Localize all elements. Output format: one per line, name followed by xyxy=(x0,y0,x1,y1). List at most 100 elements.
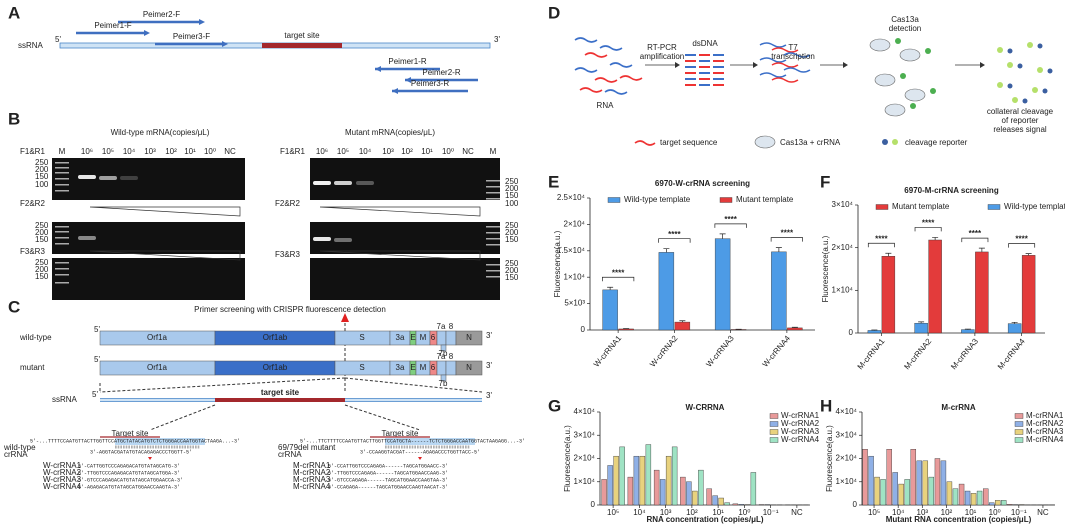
label: 5'-...TTCTTTTCCAATGTTACTTGGTTCCATGCTA---… xyxy=(300,438,525,444)
label: 8 xyxy=(449,352,454,361)
label: 1×10⁴ xyxy=(836,477,858,486)
label: 10⁵ xyxy=(868,508,880,517)
label: 7b xyxy=(439,349,448,358)
legend-swatch xyxy=(1014,421,1024,427)
bar xyxy=(867,330,882,334)
label: 150 xyxy=(35,272,49,281)
sig-bracket xyxy=(658,238,691,243)
label: W-crRNA1 xyxy=(43,461,82,470)
label: Peimer2-R xyxy=(422,68,460,77)
primer-head xyxy=(375,66,381,72)
dilution-wedge xyxy=(89,206,241,217)
bar xyxy=(922,460,929,506)
cas13a xyxy=(874,73,896,87)
signal xyxy=(1037,67,1043,73)
bar xyxy=(686,481,692,506)
strand xyxy=(759,72,787,78)
label: 10² xyxy=(401,147,413,156)
label: 200 xyxy=(35,165,49,174)
label: dsDNA xyxy=(692,39,718,48)
strand xyxy=(594,77,618,83)
label: detection xyxy=(889,24,921,33)
label: 6 xyxy=(431,363,436,372)
strand xyxy=(771,47,799,53)
bar xyxy=(712,495,718,506)
quencher xyxy=(1022,98,1028,104)
label: 10⁴ xyxy=(633,508,646,517)
primer-head xyxy=(199,19,205,25)
cas13a xyxy=(904,88,926,102)
label: 10³ xyxy=(382,147,394,156)
ladder-band xyxy=(55,178,69,180)
strand xyxy=(574,37,598,43)
label: S xyxy=(359,363,364,372)
bar xyxy=(665,455,672,506)
cut-mark xyxy=(148,457,152,460)
bar xyxy=(904,479,910,506)
target-bar xyxy=(262,43,342,48)
bar xyxy=(601,479,607,506)
label: **** xyxy=(612,268,625,277)
label: 10¹ xyxy=(184,147,196,156)
label: 5'-AGAGACATGTATAGCATGGAACCAAGTA-3' xyxy=(78,484,180,490)
label: NC xyxy=(1037,508,1049,517)
bar xyxy=(862,449,868,506)
label: Cas13a + crRNA xyxy=(780,138,841,147)
bar xyxy=(671,446,678,506)
zoom-line xyxy=(99,377,346,393)
error-bar xyxy=(978,247,985,252)
label: collateral cleavage xyxy=(987,107,1054,116)
label: 2×10⁴ xyxy=(574,454,596,463)
label: 200 xyxy=(505,184,519,193)
bar xyxy=(961,329,975,334)
gel xyxy=(310,258,500,300)
strand xyxy=(759,42,787,48)
bar xyxy=(698,469,704,506)
reporter xyxy=(930,88,936,94)
target-highlight xyxy=(115,438,205,445)
bar xyxy=(738,504,745,506)
label: 5' xyxy=(92,390,98,399)
label: 10³ xyxy=(917,508,929,517)
bar xyxy=(633,455,640,506)
bar xyxy=(607,465,613,506)
bar xyxy=(940,460,947,506)
bar xyxy=(928,476,935,506)
cas13a xyxy=(884,103,906,117)
reporter xyxy=(925,48,931,54)
label: 10⁰ xyxy=(442,147,454,156)
bar xyxy=(619,446,625,506)
label: 0 xyxy=(581,325,586,334)
error-bar xyxy=(607,286,614,290)
label: 5' xyxy=(94,325,100,334)
strand xyxy=(783,52,811,58)
label: M-crRNA1 xyxy=(1026,411,1064,420)
label: Mutant mRNA(copies/μL) xyxy=(345,128,435,137)
strand xyxy=(634,140,656,146)
label: 3a xyxy=(396,333,405,342)
strand xyxy=(604,89,628,95)
label: W-crRNA4 xyxy=(761,333,793,368)
label: 6 xyxy=(431,333,436,342)
label: W-crRNA3 xyxy=(704,333,736,368)
label: W-crRNA3 xyxy=(43,475,82,484)
ladder-band xyxy=(486,198,500,200)
label: M-crRNA1 xyxy=(293,461,331,470)
bar xyxy=(787,327,803,331)
ladder-band xyxy=(486,186,500,188)
label: 69/79del mutant xyxy=(278,443,336,452)
label: M-crRNA2 xyxy=(293,468,331,477)
label: 5'-GTCCCAGAGA------TAGCATGGAACCAAGTAA-3' xyxy=(328,477,448,483)
label: **** xyxy=(724,215,737,224)
bar xyxy=(868,455,874,506)
cas13a xyxy=(869,38,891,52)
label: 0 xyxy=(849,328,854,337)
error-bar xyxy=(1011,321,1018,324)
label: 10¹ xyxy=(421,147,433,156)
label: 150 xyxy=(505,191,519,200)
gel xyxy=(310,158,500,200)
label: Peimer3-F xyxy=(173,32,210,41)
label: 5×10³ xyxy=(564,299,585,308)
bar xyxy=(934,458,941,506)
bar xyxy=(724,502,730,506)
